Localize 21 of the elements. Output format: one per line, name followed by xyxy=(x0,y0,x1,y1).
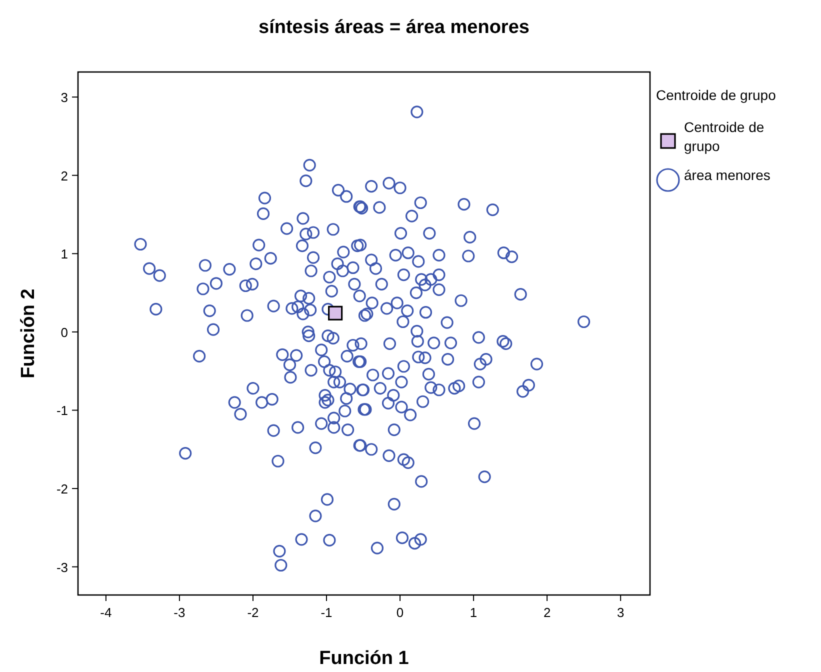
x-tick-label: -3 xyxy=(174,605,186,620)
x-tick-label: 3 xyxy=(616,605,624,620)
legend-title: Centroide de grupo xyxy=(656,87,776,103)
chart-title: síntesis áreas = área menores xyxy=(258,17,530,38)
x-tick-label: -4 xyxy=(100,605,112,620)
x-tick-label: 2 xyxy=(543,605,551,620)
y-axis-title: Función 2 xyxy=(18,288,39,378)
x-tick-label: 0 xyxy=(396,605,404,620)
y-tick-label: -2 xyxy=(56,482,68,497)
legend-label: área menores xyxy=(684,167,770,183)
x-tick-label: 1 xyxy=(470,605,478,620)
x-tick-label: -1 xyxy=(320,605,332,620)
legend-label: Centroide de grupo xyxy=(684,119,764,154)
y-tick-label: -1 xyxy=(56,403,68,418)
x-axis-title: Función 1 xyxy=(319,648,410,669)
x-tick-label: -2 xyxy=(247,605,259,620)
y-tick-label: 0 xyxy=(60,324,68,340)
y-tick-label: 3 xyxy=(60,90,68,106)
y-tick-label: 1 xyxy=(60,246,68,262)
y-tick-label: 2 xyxy=(60,168,68,184)
y-tick-label: -3 xyxy=(56,560,68,575)
